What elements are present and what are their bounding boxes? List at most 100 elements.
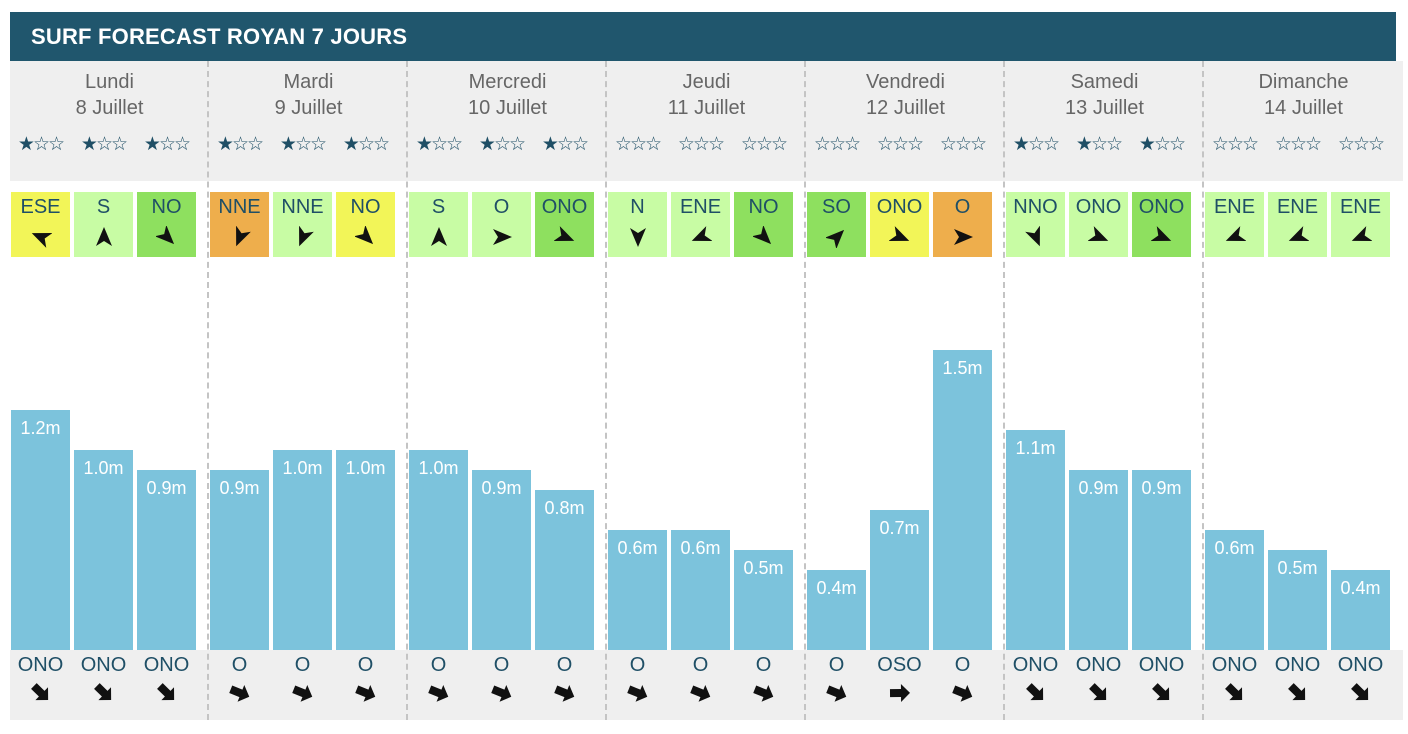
star-empty-icon: ☆ <box>446 134 463 155</box>
wave-height-label: 1.0m <box>83 458 124 478</box>
day-name: Vendredi <box>866 71 945 93</box>
swell-direction: ONO <box>1274 654 1321 676</box>
wind-arrow-icon <box>493 229 512 245</box>
wave-height-label: 1.0m <box>282 458 323 478</box>
swell-row: ONO ONO ONO <box>1005 650 1204 720</box>
wind-box: NNO <box>1006 192 1065 257</box>
star-filled-icon: ★ <box>80 134 98 155</box>
wind-arrow-icon <box>355 226 374 245</box>
wind-direction: O <box>954 196 971 218</box>
wave-height-label: 0.9m <box>1078 478 1119 498</box>
wind-arrow-icon <box>1025 226 1040 247</box>
wind-box: ESE <box>11 192 70 257</box>
swell-direction: O <box>493 654 510 676</box>
rating-stars: ☆☆☆ <box>933 133 992 156</box>
star-filled-icon: ★ <box>143 134 161 155</box>
rating-stars: ☆☆☆ <box>734 133 793 156</box>
swell-direction: ONO <box>1012 654 1059 676</box>
day-column: Lundi 8 Juillet ★☆☆ ★☆☆ ★☆☆ ESE 1.2m S 1.0m NO 0.9… <box>10 61 209 720</box>
star-empty-icon: ☆ <box>970 134 987 155</box>
day-header: Mardi 9 Juillet ★☆☆ ★☆☆ ★☆☆ <box>209 61 408 181</box>
star-empty-icon: ☆ <box>1169 134 1186 155</box>
day-header: Samedi 13 Juillet ★☆☆ ★☆☆ ★☆☆ <box>1005 61 1204 181</box>
wind-direction: ENE <box>679 196 722 218</box>
wave-height-bar: 0.7m <box>870 510 929 650</box>
star-empty-icon: ☆ <box>294 134 312 155</box>
day-header: Dimanche 14 Juillet ☆☆☆ ☆☆☆ ☆☆☆ <box>1204 61 1403 181</box>
star-empty-icon: ☆ <box>755 134 773 155</box>
day-separator <box>1003 61 1005 720</box>
day-column: Vendredi 12 Juillet ☆☆☆ ☆☆☆ ☆☆☆ SO 0.4m ONO 0.7m… <box>806 61 1005 720</box>
wave-height-bar: 1.0m <box>74 450 133 650</box>
day-header: Vendredi 12 Juillet ☆☆☆ ☆☆☆ ☆☆☆ <box>806 61 1005 181</box>
swell-direction: ONO <box>1138 654 1185 676</box>
day-header: Jeudi 11 Juillet ☆☆☆ ☆☆☆ ☆☆☆ <box>607 61 806 181</box>
star-empty-icon: ☆ <box>174 134 191 155</box>
day-date: 13 Juillet <box>1065 97 1144 119</box>
day-date: 11 Juillet <box>667 97 746 119</box>
star-empty-icon: ☆ <box>1106 134 1123 155</box>
wind-direction: NNE <box>218 196 261 218</box>
star-empty-icon: ☆ <box>32 134 50 155</box>
rating-stars: ☆☆☆ <box>1331 133 1390 156</box>
star-empty-icon: ☆ <box>614 134 632 155</box>
wave-height-bar: 0.9m <box>210 470 269 650</box>
star-empty-icon: ☆ <box>645 134 662 155</box>
rating-stars: ★☆☆ <box>1006 133 1065 156</box>
star-filled-icon: ★ <box>1075 134 1093 155</box>
star-empty-icon: ☆ <box>876 134 894 155</box>
wind-arrow-icon <box>753 226 772 245</box>
day-header: Mercredi 10 Juillet ★☆☆ ★☆☆ ★☆☆ <box>408 61 607 181</box>
swell-direction: O <box>629 654 646 676</box>
swell-direction: ONO <box>17 654 64 676</box>
wind-direction: NO <box>350 196 381 218</box>
wind-arrow-icon <box>630 228 646 247</box>
wind-direction: ENE <box>1339 196 1382 218</box>
swell-row: ONO ONO ONO <box>10 650 209 720</box>
star-filled-icon: ★ <box>478 134 496 155</box>
day-name: Samedi <box>1070 71 1139 93</box>
wave-height-bar: 0.9m <box>472 470 531 650</box>
wind-direction: NO <box>748 196 779 218</box>
star-empty-icon: ☆ <box>844 134 861 155</box>
star-empty-icon: ☆ <box>907 134 924 155</box>
rating-stars: ★☆☆ <box>472 133 531 156</box>
wind-direction: ONO <box>541 196 588 218</box>
wind-direction: NNO <box>1013 196 1058 218</box>
wind-arrow-icon <box>1288 226 1309 241</box>
wind-arrow-icon <box>1088 226 1109 241</box>
wind-arrow-icon <box>1151 226 1172 241</box>
wave-height-label: 0.6m <box>617 538 658 558</box>
wave-height-label: 0.9m <box>146 478 187 498</box>
wave-height-bar: 1.0m <box>273 450 332 650</box>
rating-stars: ★☆☆ <box>137 133 196 156</box>
star-empty-icon: ☆ <box>1027 134 1045 155</box>
swell-arrow-icon <box>627 685 648 702</box>
day-date: 8 Juillet <box>75 97 144 119</box>
star-empty-icon: ☆ <box>692 134 710 155</box>
wave-height-bar: 0.8m <box>535 490 594 650</box>
swell-direction: ONO <box>1211 654 1258 676</box>
wave-height-bar: 1.0m <box>409 450 468 650</box>
star-empty-icon: ☆ <box>1211 134 1229 155</box>
wind-direction: ESE <box>20 196 61 218</box>
wind-arrow-icon <box>889 226 910 241</box>
wind-box: NO <box>137 192 196 257</box>
swell-arrow-icon <box>491 685 512 702</box>
star-empty-icon: ☆ <box>493 134 511 155</box>
forecast-title: SURF FORECAST ROYAN 7 JOURS <box>10 12 1396 61</box>
day-name: Mardi <box>283 71 334 93</box>
star-empty-icon: ☆ <box>891 134 909 155</box>
wave-height-label: 1.2m <box>20 418 61 438</box>
rating-stars: ★☆☆ <box>535 133 594 156</box>
wind-direction: NNE <box>281 196 324 218</box>
swell-direction: ONO <box>80 654 127 676</box>
rating-stars: ★☆☆ <box>1069 133 1128 156</box>
star-empty-icon: ☆ <box>247 134 264 155</box>
rating-stars: ☆☆☆ <box>608 133 667 156</box>
wind-arrow-icon <box>156 226 175 245</box>
day-date: 12 Juillet <box>866 97 945 119</box>
wind-box: ENE <box>1331 192 1390 257</box>
star-filled-icon: ★ <box>342 134 360 155</box>
star-empty-icon: ☆ <box>708 134 725 155</box>
